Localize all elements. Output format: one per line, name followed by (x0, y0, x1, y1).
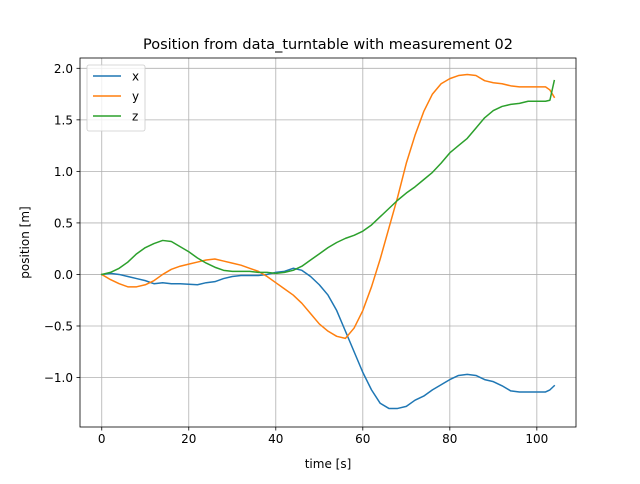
x-tick-label: 20 (181, 432, 196, 446)
y-tick-label: −1.0 (44, 371, 73, 385)
legend-label-y: y (132, 90, 139, 104)
legend: xyz (86, 64, 146, 132)
y-tick-label: 0.0 (54, 268, 73, 282)
y-tick-label: −0.5 (44, 319, 73, 333)
series-line-y (100, 73, 556, 340)
x-axis-ticks: 0 20 40 60 80 100 (98, 427, 548, 446)
y-tick-label: 1.5 (54, 113, 73, 127)
legend-label-z: z (132, 110, 138, 124)
legend-label-x: x (132, 70, 139, 84)
y-axis-ticks: −1.0 −0.5 0.0 0.5 1.0 1.5 2.0 (44, 62, 80, 385)
x-tick-label: 80 (442, 432, 457, 446)
series-line-z (100, 79, 556, 276)
x-axis-label: time [s] (305, 457, 352, 471)
y-tick-label: 1.0 (54, 165, 73, 179)
x-tick-label: 40 (268, 432, 283, 446)
legend-box (86, 64, 146, 132)
y-axis-label: position [m] (18, 206, 32, 278)
series-line-x (100, 267, 556, 410)
y-tick-label: 0.5 (54, 216, 73, 230)
plot-frame (79, 57, 577, 428)
chart-title: Position from data_turntable with measur… (143, 37, 513, 53)
x-tick-label: 100 (525, 432, 548, 446)
y-tick-label: 2.0 (54, 62, 73, 76)
series-group (100, 73, 556, 410)
x-tick-label: 60 (355, 432, 370, 446)
x-tick-label: 0 (98, 432, 106, 446)
